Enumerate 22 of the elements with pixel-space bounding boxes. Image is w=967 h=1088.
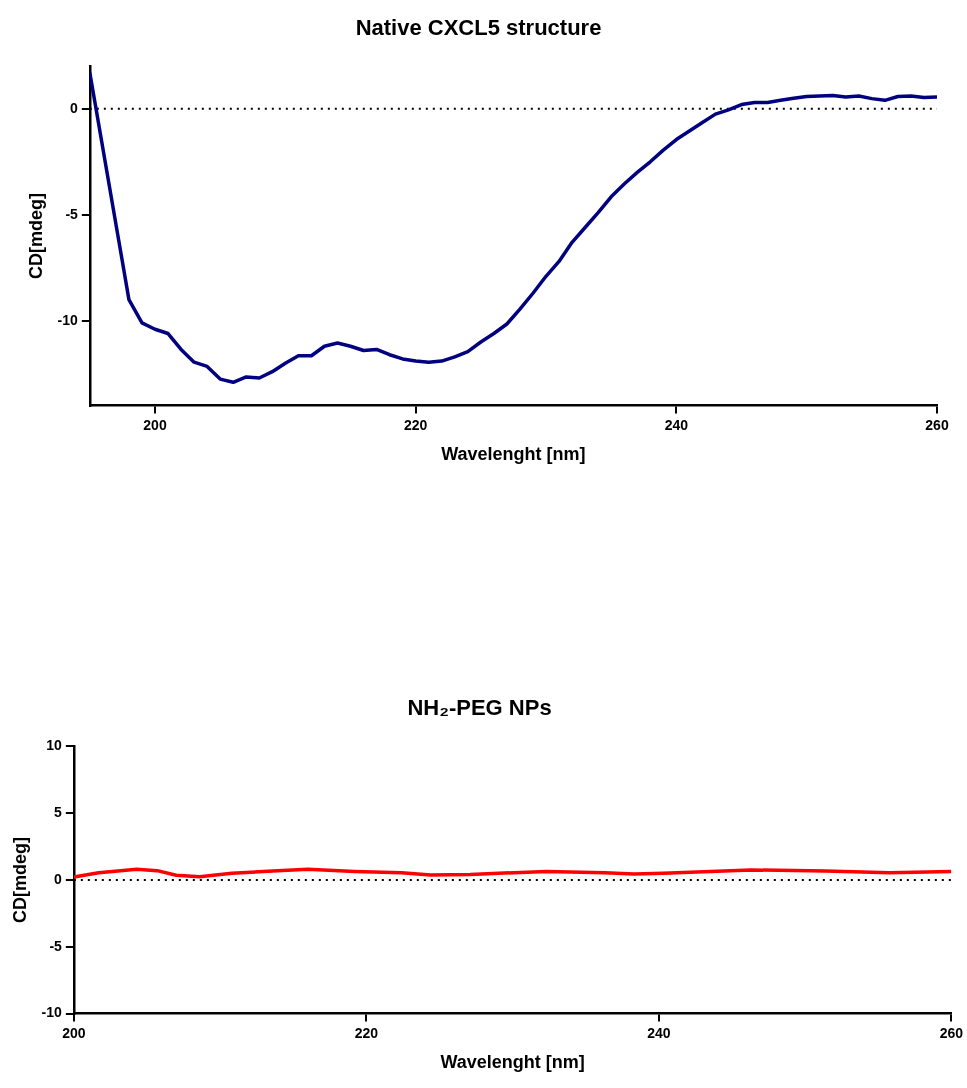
x-axis-title: Wavelenght [nm] [440,1052,585,1073]
x-tick-label: 200 [143,416,167,433]
y-tick-label: -5 [65,205,79,222]
y-tick-label: -10 [57,311,79,328]
chart-title: NH₂-PEG NPs [407,695,552,721]
y-tick-label: 10 [46,737,63,754]
x-tick-label: 260 [925,416,949,433]
x-tick-label: 220 [403,416,428,433]
y-tick-label: 5 [54,804,63,821]
y-tick-label: -5 [49,937,63,954]
x-tick-label: 240 [647,1024,671,1041]
y-tick-label: -10 [41,1004,63,1021]
x-tick-label: 260 [939,1024,964,1041]
x-tick-label: 240 [664,416,689,433]
x-axis-title: Wavelenght [nm] [441,444,586,465]
y-tick-label: 0 [70,99,79,116]
y-tick-label: 0 [54,870,63,887]
x-tick-label: 220 [354,1024,379,1041]
x-tick-label: 200 [62,1024,86,1041]
y-axis-title: CD[mdeg] [9,837,30,923]
y-axis-title: CD[mdeg] [25,193,46,279]
chart-title: Native CXCL5 structure [355,15,602,41]
